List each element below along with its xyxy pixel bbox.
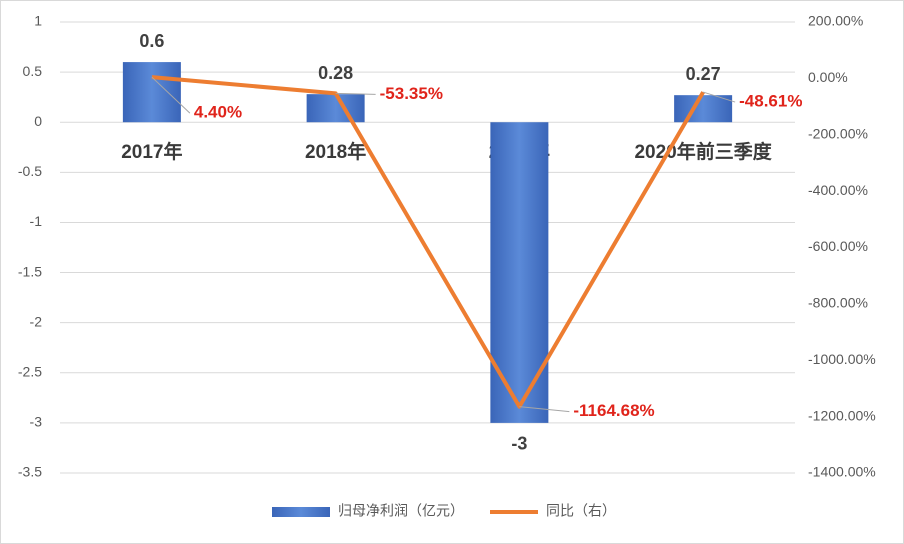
- x-tick-label: 2018年: [305, 140, 366, 163]
- bar-value-label: 0.28: [318, 63, 353, 83]
- y-tick-label: -2: [30, 313, 43, 329]
- y-tick-label: -3.5: [18, 464, 42, 480]
- line-value-label: -1164.68%: [573, 401, 654, 420]
- bar: [674, 95, 733, 123]
- bar-value-label: 0.6: [139, 31, 164, 51]
- bar-value-label: 0.27: [686, 64, 721, 84]
- legend-swatch: [272, 507, 330, 517]
- y2-tick-label: -800.00%: [808, 295, 868, 311]
- y2-tick-label: -600.00%: [808, 238, 868, 254]
- bar: [490, 122, 549, 423]
- leader-line: [702, 91, 736, 103]
- y2-tick-label: -200.00%: [808, 125, 868, 141]
- y2-tick-label: -1200.00%: [808, 407, 876, 423]
- leader-line: [335, 92, 376, 95]
- y-tick-label: 0: [34, 113, 42, 129]
- y2-tick-label: -1400.00%: [808, 464, 876, 480]
- line: [151, 75, 705, 409]
- bar: [306, 94, 365, 123]
- y2-tick-label: 200.00%: [808, 13, 863, 29]
- bar: [122, 62, 181, 123]
- x-tick-label: 2017年: [121, 140, 182, 163]
- y-tick-label: -2.5: [18, 363, 42, 379]
- x-tick-label: 2020年前三季度: [634, 140, 772, 163]
- y-tick-label: -0.5: [18, 163, 42, 179]
- legend-label: 归母净利润（亿元）: [338, 503, 464, 519]
- legend-label: 同比（右）: [546, 503, 616, 519]
- y-tick-label: -1: [30, 213, 43, 229]
- y-tick-label: 0.5: [23, 63, 43, 79]
- y-tick-label: -3: [30, 414, 43, 430]
- y2-tick-label: -1000.00%: [808, 351, 876, 367]
- y2-tick-label: 0.00%: [808, 69, 848, 85]
- line-value-label: -53.35%: [380, 84, 443, 103]
- y-tick-label: -1.5: [18, 263, 42, 279]
- y-tick-label: 1: [34, 13, 42, 29]
- leader-line: [519, 406, 570, 413]
- y2-tick-label: -400.00%: [808, 182, 868, 198]
- bar-value-label: -3: [511, 434, 527, 454]
- line-value-label: -48.61%: [739, 92, 802, 111]
- leader-line: [151, 76, 191, 114]
- line-value-label: 4.40%: [194, 103, 242, 122]
